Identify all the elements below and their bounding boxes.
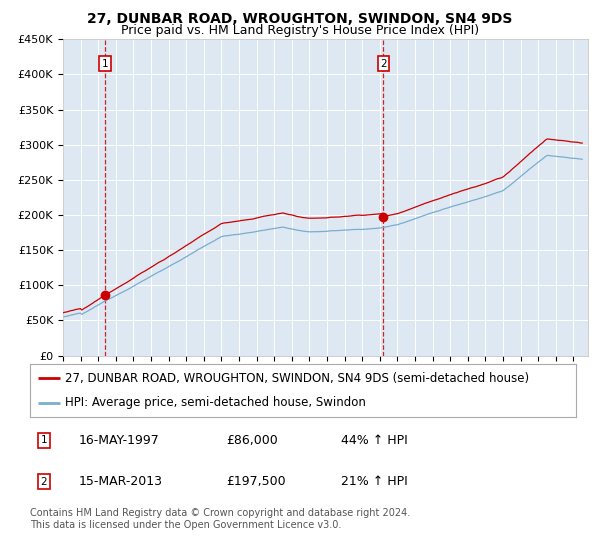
Text: 16-MAY-1997: 16-MAY-1997	[79, 433, 160, 447]
Text: HPI: Average price, semi-detached house, Swindon: HPI: Average price, semi-detached house,…	[65, 396, 367, 409]
Text: £86,000: £86,000	[227, 433, 278, 447]
Text: 1: 1	[101, 59, 108, 69]
Text: 2: 2	[40, 477, 47, 487]
Text: 1: 1	[40, 435, 47, 445]
Text: 27, DUNBAR ROAD, WROUGHTON, SWINDON, SN4 9DS (semi-detached house): 27, DUNBAR ROAD, WROUGHTON, SWINDON, SN4…	[65, 372, 530, 385]
Text: 27, DUNBAR ROAD, WROUGHTON, SWINDON, SN4 9DS: 27, DUNBAR ROAD, WROUGHTON, SWINDON, SN4…	[88, 12, 512, 26]
Text: £197,500: £197,500	[227, 475, 286, 488]
Text: Price paid vs. HM Land Registry's House Price Index (HPI): Price paid vs. HM Land Registry's House …	[121, 24, 479, 36]
Text: Contains HM Land Registry data © Crown copyright and database right 2024.
This d: Contains HM Land Registry data © Crown c…	[30, 508, 410, 530]
Text: 15-MAR-2013: 15-MAR-2013	[79, 475, 163, 488]
Text: 21% ↑ HPI: 21% ↑ HPI	[341, 475, 408, 488]
Text: 2: 2	[380, 59, 387, 69]
Text: 44% ↑ HPI: 44% ↑ HPI	[341, 433, 408, 447]
